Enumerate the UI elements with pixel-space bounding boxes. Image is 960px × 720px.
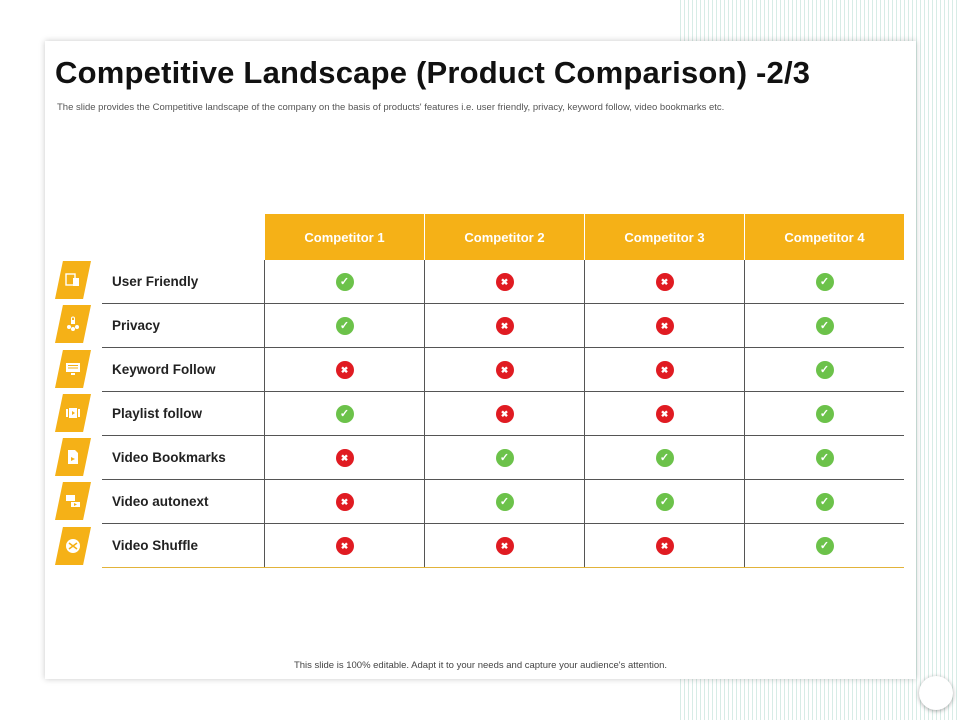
table-row: Video autonext ✖ ✓ ✓ ✓ <box>102 479 904 524</box>
check-icon: ✓ <box>815 273 834 291</box>
check-icon: ✓ <box>815 317 834 335</box>
comparison-cell: ✓ <box>264 303 425 348</box>
comparison-table: Competitor 1 Competitor 2 Competitor 3 C… <box>102 214 904 568</box>
table-header-row: Competitor 1 Competitor 2 Competitor 3 C… <box>102 214 904 260</box>
comparison-cell: ✓ <box>744 391 904 436</box>
feature-label: Playlist follow <box>102 391 265 436</box>
comparison-cell: ✓ <box>744 347 904 392</box>
user-friendly-icon <box>55 261 91 299</box>
competitor-header: Competitor 2 <box>424 214 585 260</box>
competitor-header: Competitor 3 <box>584 214 745 260</box>
competitor-header: Competitor 4 <box>744 214 904 260</box>
comparison-cell: ✖ <box>424 260 585 304</box>
cross-icon: ✖ <box>495 405 514 423</box>
table-row: Keyword Follow ✖ ✖ ✖ ✓ <box>102 347 904 392</box>
privacy-icon <box>55 305 91 343</box>
cross-icon: ✖ <box>495 317 514 335</box>
table-body: User Friendly ✓ ✖ ✖ ✓ Privacy ✓ ✖ ✖ ✓ Keyword Foll… <box>102 260 904 568</box>
feature-label: Video Bookmarks <box>102 435 265 480</box>
cross-icon: ✖ <box>655 537 674 555</box>
keyword-follow-icon <box>55 350 91 388</box>
check-icon: ✓ <box>655 493 674 511</box>
cross-icon: ✖ <box>655 273 674 291</box>
cross-icon: ✖ <box>655 405 674 423</box>
playlist-follow-icon <box>55 394 91 432</box>
comparison-cell: ✓ <box>424 479 585 524</box>
table-row: Privacy ✓ ✖ ✖ ✓ <box>102 303 904 348</box>
cross-icon: ✖ <box>495 361 514 379</box>
check-icon: ✓ <box>815 537 834 555</box>
slide-card: Competitive Landscape (Product Compariso… <box>45 41 916 679</box>
feature-label: User Friendly <box>102 260 265 304</box>
comparison-cell: ✓ <box>744 303 904 348</box>
comparison-cell: ✖ <box>584 260 745 304</box>
check-icon: ✓ <box>495 449 514 467</box>
cross-icon: ✖ <box>655 361 674 379</box>
comparison-cell: ✖ <box>424 347 585 392</box>
feature-label: Video Shuffle <box>102 523 265 568</box>
check-icon: ✓ <box>655 449 674 467</box>
comparison-cell: ✖ <box>424 391 585 436</box>
check-icon: ✓ <box>815 361 834 379</box>
table-row: Video Shuffle ✖ ✖ ✖ ✓ <box>102 523 904 568</box>
comparison-cell: ✖ <box>584 391 745 436</box>
slide-title: Competitive Landscape (Product Compariso… <box>55 55 811 90</box>
check-icon: ✓ <box>335 317 354 335</box>
comparison-cell: ✓ <box>424 435 585 480</box>
table-corner <box>102 214 265 260</box>
comparison-cell: ✓ <box>584 479 745 524</box>
comparison-cell: ✖ <box>424 303 585 348</box>
cross-icon: ✖ <box>655 317 674 335</box>
feature-label: Privacy <box>102 303 265 348</box>
comparison-cell: ✖ <box>584 347 745 392</box>
comparison-cell: ✓ <box>744 260 904 304</box>
comparison-cell: ✓ <box>744 479 904 524</box>
competitor-header: Competitor 1 <box>264 214 425 260</box>
comparison-cell: ✖ <box>584 523 745 568</box>
check-icon: ✓ <box>335 273 354 291</box>
cross-icon: ✖ <box>495 537 514 555</box>
check-icon: ✓ <box>335 405 354 423</box>
slide-nav-button[interactable] <box>919 676 953 710</box>
comparison-cell: ✖ <box>264 435 425 480</box>
comparison-cell: ✖ <box>264 523 425 568</box>
comparison-cell: ✓ <box>744 435 904 480</box>
comparison-cell: ✓ <box>584 435 745 480</box>
video-autonext-icon <box>55 482 91 520</box>
check-icon: ✓ <box>815 405 834 423</box>
table-row: User Friendly ✓ ✖ ✖ ✓ <box>102 260 904 304</box>
check-icon: ✓ <box>495 493 514 511</box>
feature-label: Video autonext <box>102 479 265 524</box>
cross-icon: ✖ <box>335 537 354 555</box>
cross-icon: ✖ <box>335 449 354 467</box>
comparison-cell: ✖ <box>264 479 425 524</box>
comparison-cell: ✓ <box>264 260 425 304</box>
video-bookmarks-icon <box>55 438 91 476</box>
comparison-cell: ✖ <box>424 523 585 568</box>
slide-footer: This slide is 100% editable. Adapt it to… <box>293 660 668 671</box>
table-row: Video Bookmarks ✖ ✓ ✓ ✓ <box>102 435 904 480</box>
check-icon: ✓ <box>815 449 834 467</box>
video-shuffle-icon <box>55 527 91 565</box>
cross-icon: ✖ <box>335 361 354 379</box>
check-icon: ✓ <box>815 493 834 511</box>
comparison-cell: ✖ <box>264 347 425 392</box>
feature-label: Keyword Follow <box>102 347 265 392</box>
comparison-cell: ✖ <box>584 303 745 348</box>
table-row: Playlist follow ✓ ✖ ✖ ✓ <box>102 391 904 436</box>
cross-icon: ✖ <box>335 493 354 511</box>
slide-subtitle: The slide provides the Competitive lands… <box>57 102 725 113</box>
comparison-cell: ✓ <box>264 391 425 436</box>
comparison-cell: ✓ <box>744 523 904 568</box>
cross-icon: ✖ <box>495 273 514 291</box>
